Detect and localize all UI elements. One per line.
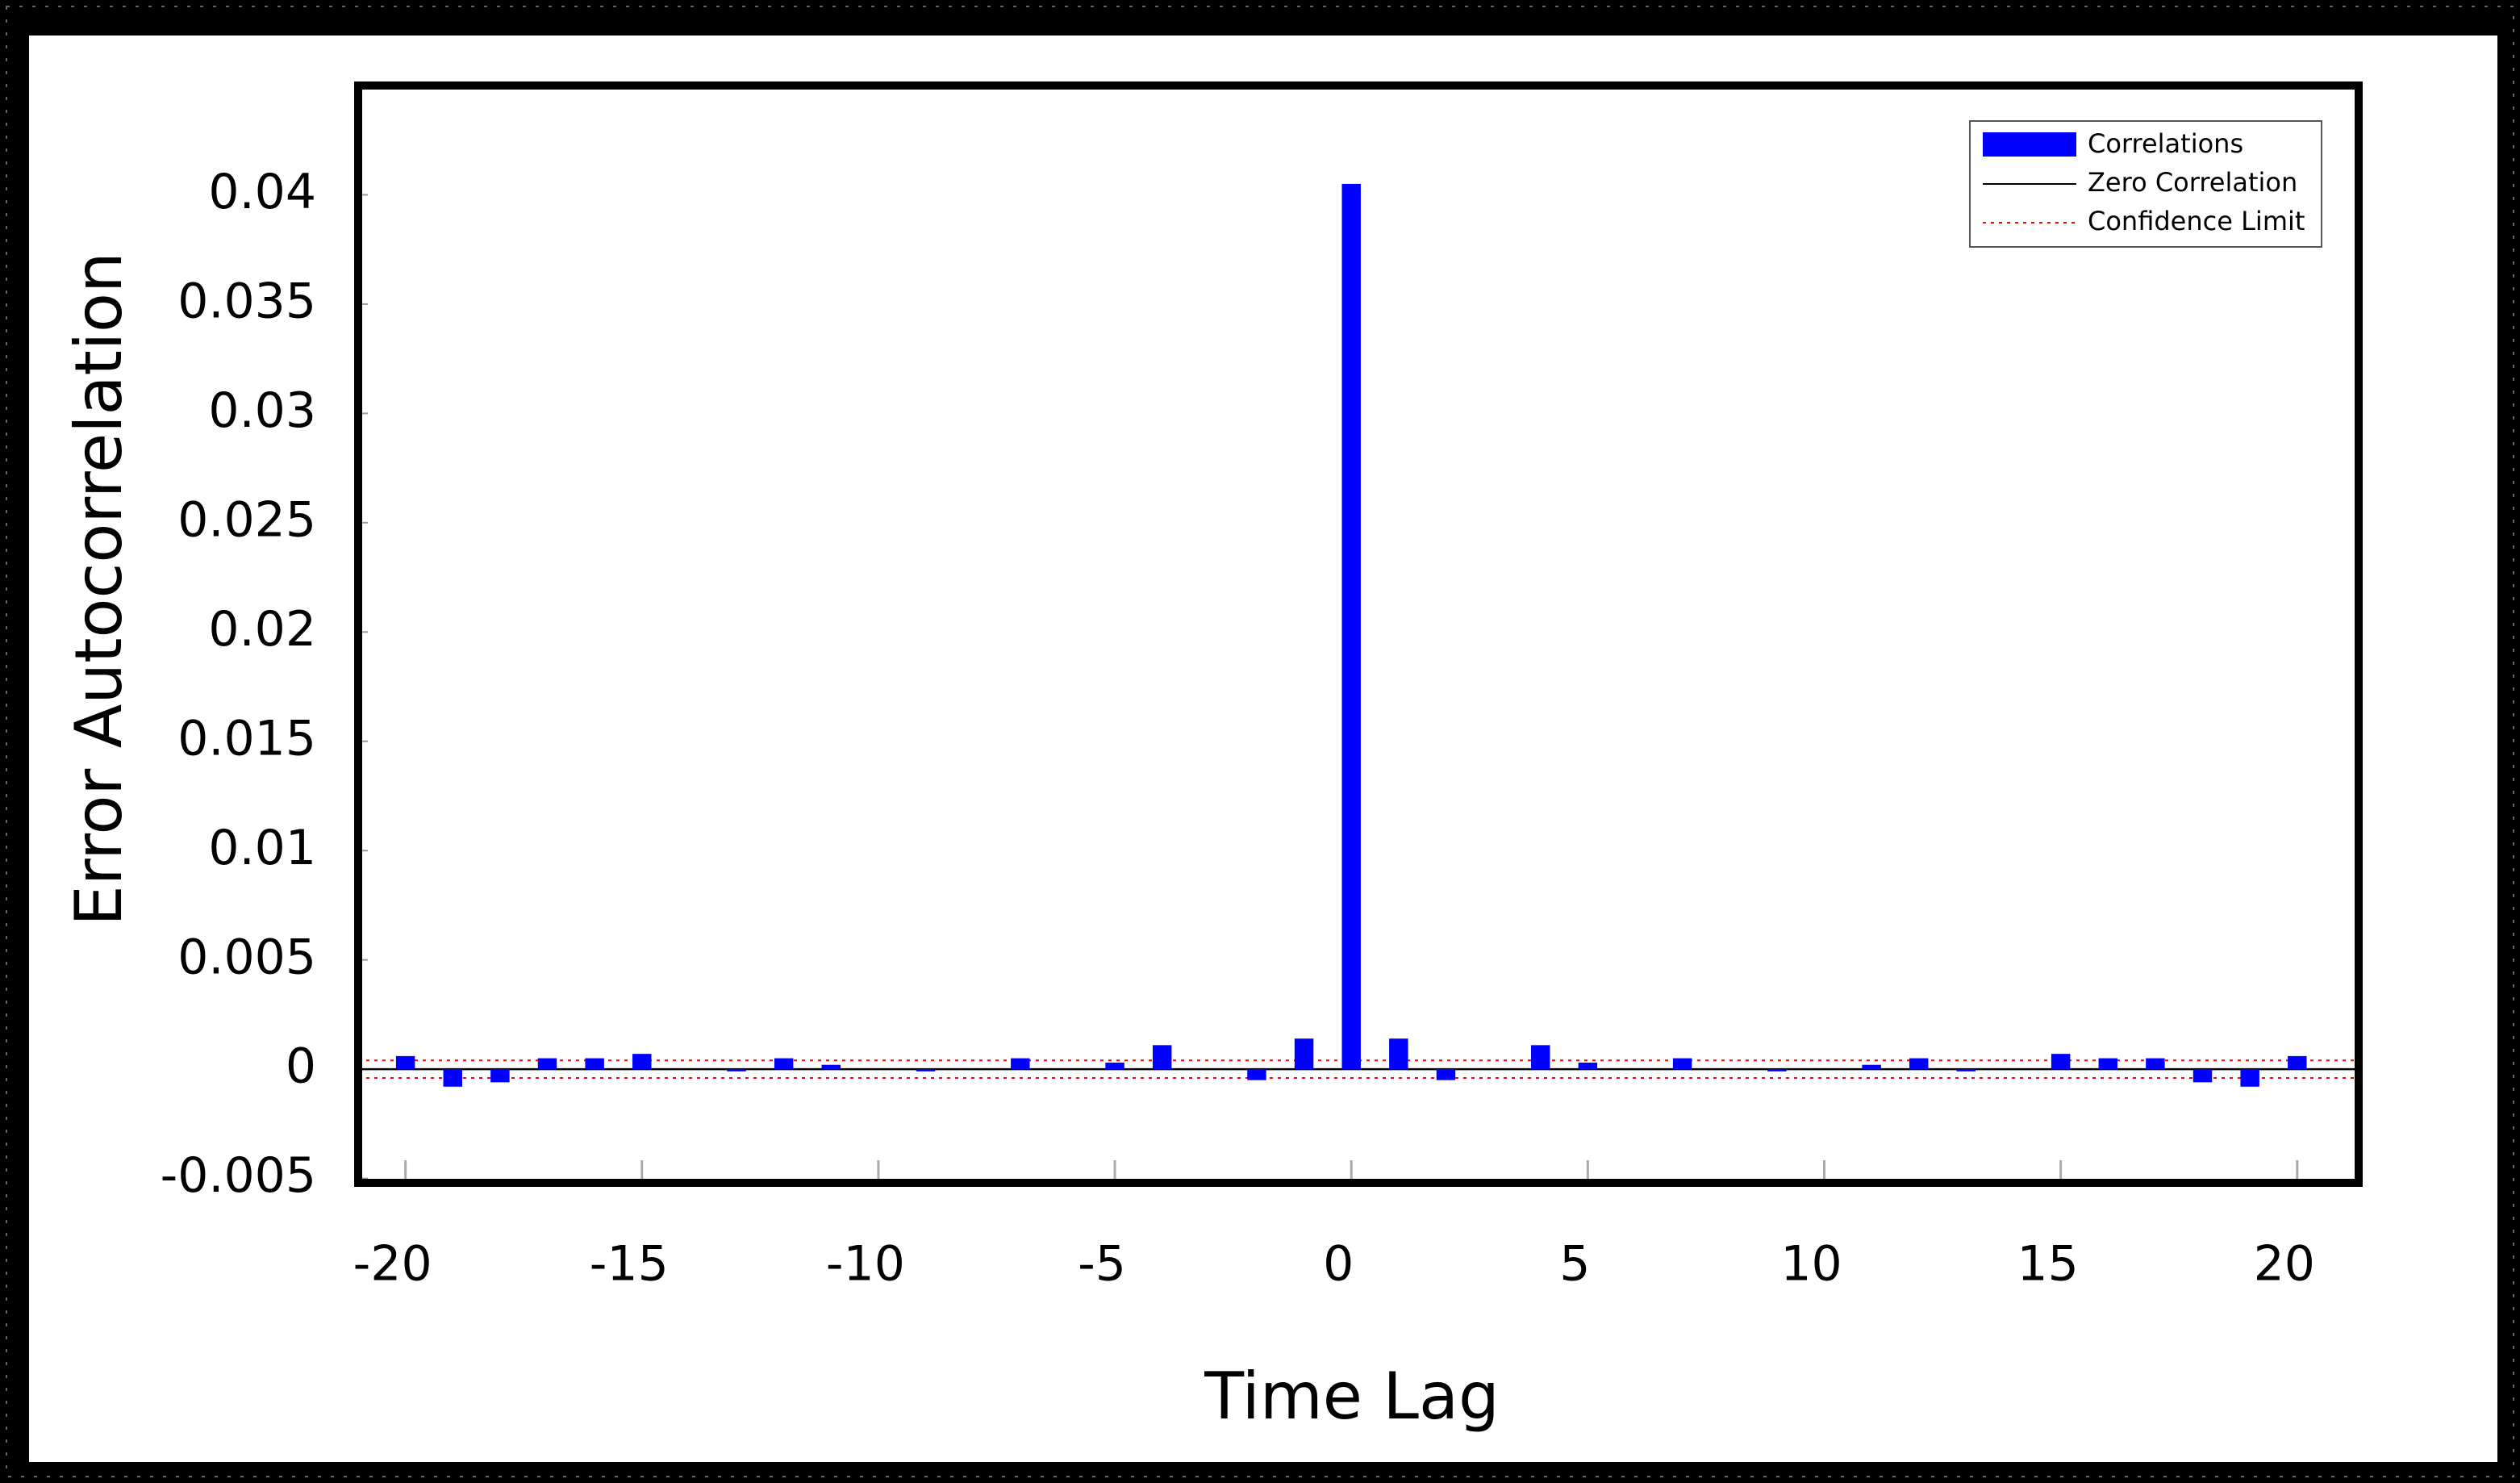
bar [1247, 1069, 1266, 1080]
bar [1105, 1062, 1124, 1070]
dotted-frame [6, 6, 2514, 1477]
y-tick-label: -0.005 [161, 1147, 316, 1204]
x-tick-label: 5 [1559, 1236, 1590, 1293]
y-tick-label: 0.04 [208, 164, 316, 220]
legend-label: Zero Correlation [2088, 167, 2297, 198]
plot-frame [354, 81, 2363, 1187]
background [29, 36, 2497, 1462]
x-tick-label: -20 [353, 1236, 432, 1293]
x-tick-label: 20 [2254, 1236, 2315, 1293]
bar [2098, 1058, 2117, 1070]
bar [1389, 1038, 1408, 1070]
legend-swatch [1983, 132, 2076, 157]
bar [1862, 1064, 1881, 1070]
bar [1672, 1058, 1692, 1070]
y-tick-label: 0.02 [208, 601, 316, 658]
x-tick-label: 10 [1780, 1236, 1842, 1293]
x-tick-label: -5 [1078, 1236, 1126, 1293]
legend-label: Confidence Limit [2088, 206, 2305, 236]
x-axis-label: Time Lag [1204, 1359, 1500, 1434]
bar [727, 1069, 746, 1072]
bar [774, 1058, 794, 1070]
y-tick-label: 0.015 [177, 710, 316, 767]
y-tick-label: 0.025 [177, 491, 316, 548]
bar [1294, 1038, 1314, 1070]
y-axis-label: Error Autocorrelation [61, 252, 136, 925]
bar [585, 1058, 604, 1070]
y-tick-label: 0.005 [177, 929, 316, 985]
y-tick-label: 0 [286, 1038, 316, 1095]
bar [1909, 1058, 1929, 1070]
bar [2288, 1055, 2307, 1070]
x-tick-label: 15 [2017, 1236, 2078, 1293]
x-tick-label: 0 [1323, 1236, 1354, 1293]
bar [1436, 1069, 1456, 1080]
bar [1530, 1045, 1550, 1070]
bar [1152, 1045, 1172, 1070]
bar [821, 1064, 841, 1070]
bar [1011, 1058, 1030, 1070]
bar [1578, 1062, 1598, 1070]
bar [2192, 1069, 2213, 1083]
bar [490, 1069, 510, 1083]
bar [2051, 1054, 2071, 1070]
bar [443, 1069, 462, 1087]
x-tick-label: -15 [590, 1236, 669, 1293]
y-tick-label: 0.01 [208, 820, 316, 876]
y-tick-label: 0.035 [177, 274, 316, 330]
bar [537, 1058, 557, 1070]
x-tick-label: -10 [826, 1236, 905, 1293]
bar [2146, 1058, 2165, 1070]
bar [1341, 183, 1361, 1070]
bar [632, 1054, 652, 1070]
bar [916, 1069, 936, 1072]
legend-label: Correlations [2088, 128, 2243, 159]
bar [395, 1055, 415, 1070]
y-tick-label: 0.03 [208, 382, 316, 439]
bar [2240, 1069, 2259, 1087]
bar [1956, 1069, 1976, 1072]
bar [1767, 1069, 1787, 1072]
